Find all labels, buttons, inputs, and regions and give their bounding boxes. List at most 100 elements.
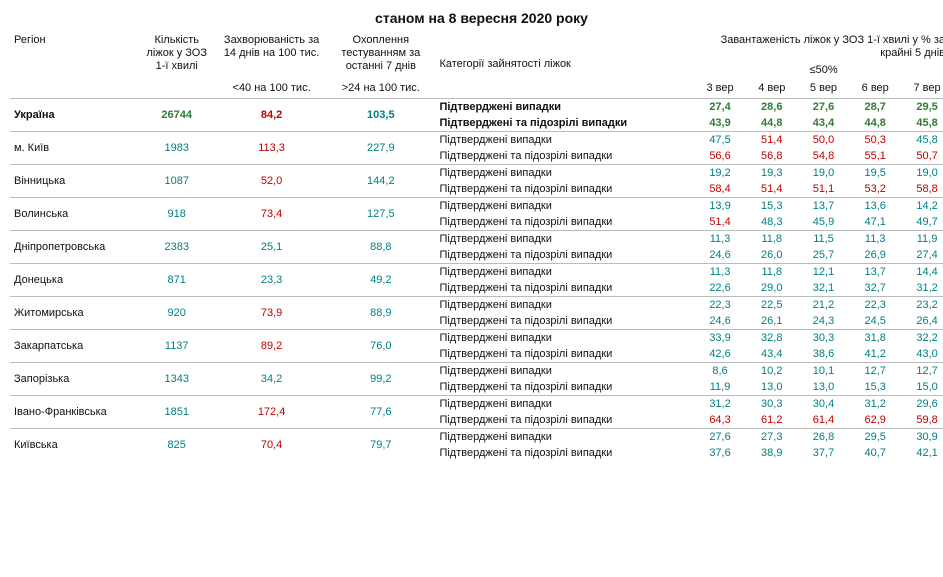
occ-cell: 27,3 <box>746 428 798 445</box>
occ-cell: 19,0 <box>798 164 850 181</box>
region-name: Київська <box>10 428 136 461</box>
occ-cell: 32,1 <box>798 280 850 297</box>
category-confirmed: Підтверджені випадки <box>435 329 694 346</box>
beds-cell: 1343 <box>136 362 216 395</box>
beds-cell: 920 <box>136 296 216 329</box>
occ-cell: 43,9 <box>694 115 746 132</box>
occ-cell: 11,3 <box>694 263 746 280</box>
occ-cell: 43,4 <box>746 346 798 363</box>
testing-cell: 88,8 <box>326 230 435 263</box>
occ-cell: 26,8 <box>798 428 850 445</box>
beds-cell: 26744 <box>136 98 216 131</box>
occ-cell: 43,0 <box>901 346 943 363</box>
hdr-occupancy: Завантаженість ліжок у ЗОЗ 1-ї хвилі у %… <box>694 34 943 62</box>
occ-cell: 41,2 <box>849 346 901 363</box>
occ-cell: 51,4 <box>746 181 798 198</box>
occ-cell: 50,7 <box>901 148 943 165</box>
occ-cell: 31,2 <box>901 280 943 297</box>
incidence-cell: 23,3 <box>217 263 326 296</box>
occ-cell: 51,1 <box>798 181 850 198</box>
occ-cell: 13,6 <box>849 197 901 214</box>
testing-cell: 77,6 <box>326 395 435 428</box>
incidence-cell: 172,4 <box>217 395 326 428</box>
region-name: м. Київ <box>10 131 136 164</box>
occ-cell: 13,0 <box>798 379 850 396</box>
testing-cell: 227,9 <box>326 131 435 164</box>
testing-cell: 103,5 <box>326 98 435 131</box>
occ-cell: 56,6 <box>694 148 746 165</box>
occ-cell: 29,5 <box>849 428 901 445</box>
beds-cell: 918 <box>136 197 216 230</box>
occ-cell: 38,6 <box>798 346 850 363</box>
hdr-testing: Охоплення тестуванням за останні 7 днів <box>326 34 435 80</box>
occ-cell: 54,8 <box>798 148 850 165</box>
beds-cell: 2383 <box>136 230 216 263</box>
occ-cell: 13,7 <box>849 263 901 280</box>
testing-cell: 88,9 <box>326 296 435 329</box>
occ-cell: 58,8 <box>901 181 943 198</box>
occ-cell: 59,8 <box>901 412 943 429</box>
occ-cell: 61,2 <box>746 412 798 429</box>
occ-cell: 45,8 <box>901 131 943 148</box>
occ-cell: 58,4 <box>694 181 746 198</box>
category-confirmed-susp: Підтверджені та підозрілі випадки <box>435 346 694 363</box>
table-row: м. Київ1983113,3227,9Підтверджені випадк… <box>10 131 943 148</box>
occ-cell: 13,9 <box>694 197 746 214</box>
occ-cell: 33,9 <box>694 329 746 346</box>
occ-cell: 27,6 <box>694 428 746 445</box>
occ-cell: 61,4 <box>798 412 850 429</box>
occ-cell: 11,9 <box>694 379 746 396</box>
hdr-d1: 4 вер <box>746 80 798 99</box>
region-name: Запорізька <box>10 362 136 395</box>
hdr-d2: 5 вер <box>798 80 850 99</box>
occ-cell: 56,8 <box>746 148 798 165</box>
occ-cell: 24,3 <box>798 313 850 330</box>
occ-cell: 22,5 <box>746 296 798 313</box>
category-confirmed-susp: Підтверджені та підозрілі випадки <box>435 379 694 396</box>
occ-cell: 25,7 <box>798 247 850 264</box>
occ-cell: 8,6 <box>694 362 746 379</box>
beds-cell: 1137 <box>136 329 216 362</box>
occ-cell: 19,5 <box>849 164 901 181</box>
occ-cell: 27,4 <box>694 98 746 115</box>
category-confirmed: Підтверджені випадки <box>435 164 694 181</box>
incidence-cell: 73,9 <box>217 296 326 329</box>
occ-cell: 37,6 <box>694 445 746 461</box>
occ-cell: 32,7 <box>849 280 901 297</box>
occ-cell: 53,2 <box>849 181 901 198</box>
table-row: Вінницька108752,0144,2Підтверджені випад… <box>10 164 943 181</box>
occ-cell: 22,3 <box>694 296 746 313</box>
occ-cell: 12,1 <box>798 263 850 280</box>
occ-cell: 14,4 <box>901 263 943 280</box>
occ-cell: 50,0 <box>798 131 850 148</box>
incidence-cell: 70,4 <box>217 428 326 461</box>
occ-cell: 27,4 <box>901 247 943 264</box>
region-name: Волинська <box>10 197 136 230</box>
testing-cell: 79,7 <box>326 428 435 461</box>
occ-cell: 45,8 <box>901 115 943 132</box>
occ-cell: 29,6 <box>901 395 943 412</box>
incidence-cell: 34,2 <box>217 362 326 395</box>
occ-cell: 62,9 <box>849 412 901 429</box>
occ-cell: 40,7 <box>849 445 901 461</box>
incidence-cell: 73,4 <box>217 197 326 230</box>
region-name: Закарпатська <box>10 329 136 362</box>
table-row: Івано-Франківська1851172,477,6Підтвердже… <box>10 395 943 412</box>
table-row: Житомирська92073,988,9Підтверджені випад… <box>10 296 943 313</box>
category-confirmed-susp: Підтверджені та підозрілі випадки <box>435 181 694 198</box>
hdr-inc-sub: <40 на 100 тис. <box>217 80 326 99</box>
occ-cell: 11,9 <box>901 230 943 247</box>
hdr-categories: Категорії зайнятості ліжок <box>435 34 694 98</box>
occ-cell: 15,3 <box>849 379 901 396</box>
occ-cell: 38,9 <box>746 445 798 461</box>
beds-cell: 871 <box>136 263 216 296</box>
category-confirmed: Підтверджені випадки <box>435 395 694 412</box>
region-name: Донецька <box>10 263 136 296</box>
occ-cell: 27,6 <box>798 98 850 115</box>
occ-cell: 49,7 <box>901 214 943 231</box>
incidence-cell: 25,1 <box>217 230 326 263</box>
occ-cell: 32,8 <box>746 329 798 346</box>
category-confirmed-susp: Підтверджені та підозрілі випадки <box>435 412 694 429</box>
hdr-d3: 6 вер <box>849 80 901 99</box>
occ-cell: 10,1 <box>798 362 850 379</box>
